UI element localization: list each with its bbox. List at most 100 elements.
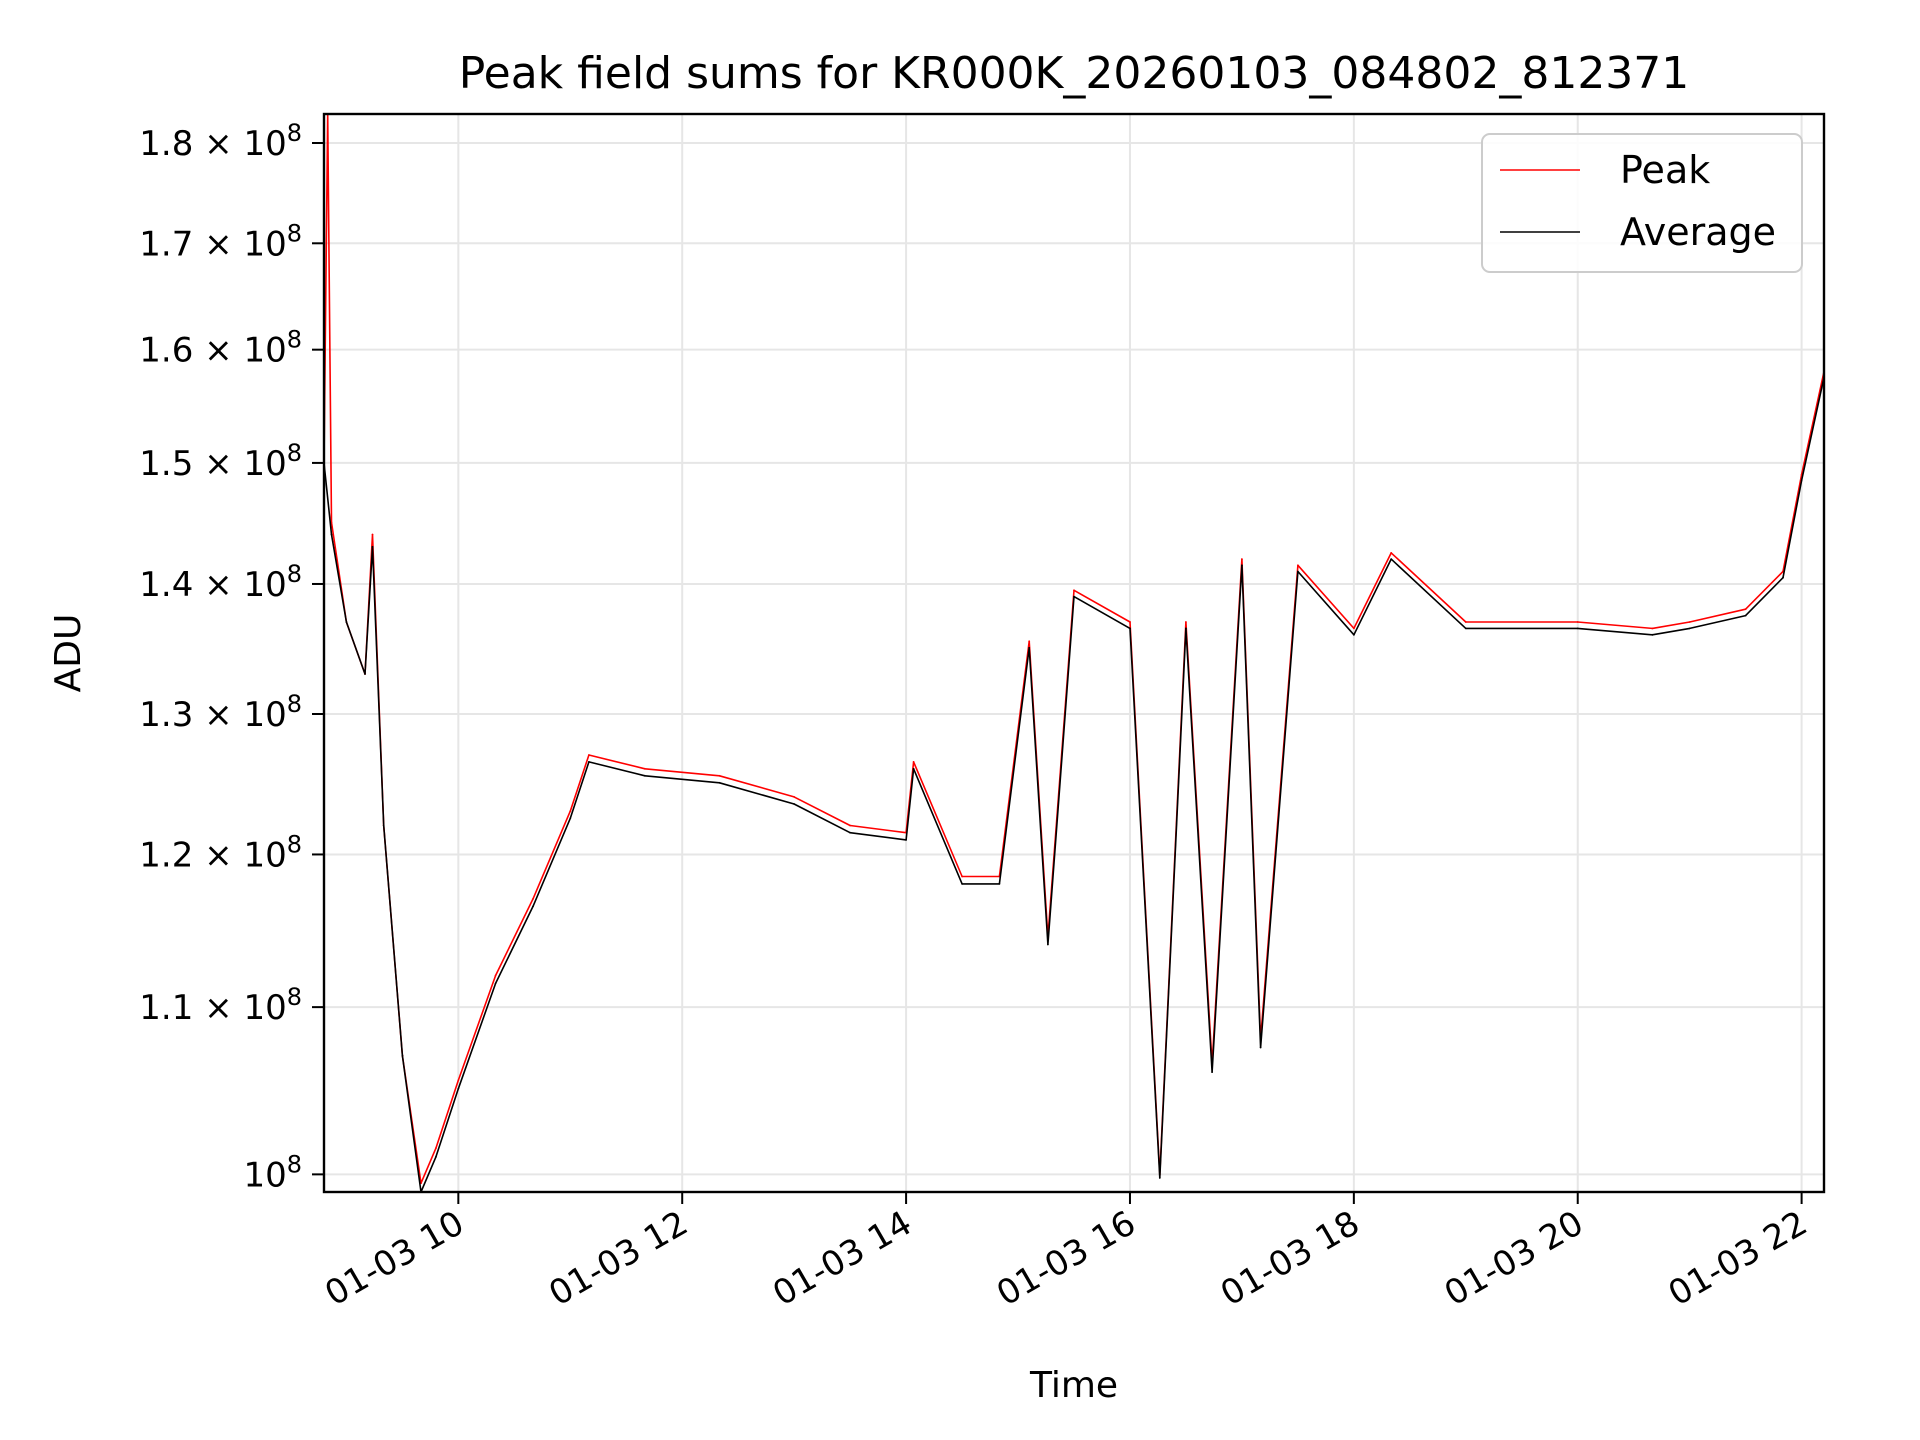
data-point-average (1576, 627, 1579, 630)
y-tick-exponent: 8 (287, 439, 302, 467)
y-tick-label: 1.7 × 108 (139, 219, 302, 264)
y-tick-base: 10 (243, 695, 286, 735)
data-point-peak (1464, 621, 1467, 623)
data-point-peak (849, 824, 851, 827)
data-point-average (1800, 479, 1803, 482)
data-point-average (345, 621, 348, 623)
y-tick-mantissa: 1.3 (139, 695, 193, 735)
data-point-peak (793, 796, 795, 798)
y-tick-mantissa: 1.8 (139, 124, 193, 164)
data-point-peak (1744, 608, 1747, 611)
data-point-average (330, 533, 333, 536)
data-point-peak (912, 761, 915, 763)
data-point-peak (569, 810, 572, 812)
data-point-average (905, 839, 907, 841)
data-point-peak (1576, 621, 1579, 623)
y-tick-mantissa: 1.5 (139, 444, 193, 484)
y-tick-exponent: 8 (287, 1150, 302, 1178)
data-point-average (457, 1087, 460, 1090)
y-tick-mantissa: 1.6 (139, 331, 193, 371)
data-point-average (364, 673, 366, 675)
data-point-peak (718, 774, 721, 777)
data-point-average (532, 905, 534, 908)
y-tick-exponent: 8 (287, 690, 302, 718)
y-tick-mantissa: 1.2 (139, 835, 193, 875)
data-point-average (1129, 627, 1131, 630)
series-line-average (324, 377, 1824, 1192)
data-point-average (1651, 633, 1654, 636)
data-point-average (588, 761, 590, 763)
y-tick-label: 108 (243, 1150, 302, 1195)
y-tick-base: 10 (243, 1155, 286, 1195)
legend-label-average: Average (1620, 210, 1776, 254)
y-tick-times: × (193, 224, 243, 264)
y-tick-exponent: 8 (287, 119, 302, 147)
data-point-average (569, 817, 572, 820)
y-tick-label: 1.4 × 108 (139, 560, 302, 605)
data-point-peak (435, 1147, 437, 1150)
data-point-peak (644, 767, 646, 770)
data-point-peak (1688, 621, 1691, 623)
data-point-average (1353, 633, 1355, 636)
series-lines (324, 114, 1824, 1192)
y-tick-base: 10 (243, 124, 286, 164)
x-axis-label: Time (1029, 1365, 1118, 1406)
data-point-peak (1073, 589, 1075, 592)
y-tick-base: 10 (243, 331, 286, 371)
y-tick-exponent: 8 (287, 830, 302, 858)
data-point-peak (1353, 627, 1355, 630)
data-point-average (1241, 564, 1243, 567)
data-point-average (793, 803, 795, 805)
data-point-average (1185, 627, 1187, 630)
data-point-average (1464, 627, 1467, 630)
data-point-peak (1028, 640, 1031, 643)
plot-frame (322, 112, 1826, 1194)
data-point-average (644, 774, 646, 777)
legend-box (1481, 133, 1803, 273)
data-point-peak (961, 875, 963, 878)
data-point-peak (1297, 564, 1299, 567)
data-point-average (494, 982, 497, 985)
data-point-average (1259, 1046, 1262, 1049)
data-point-average (718, 781, 721, 784)
data-point-average (1028, 646, 1031, 649)
y-tick-base: 10 (243, 565, 286, 605)
y-tick-times: × (193, 835, 243, 875)
data-point-average (849, 831, 851, 834)
y-tick-times: × (193, 331, 243, 371)
data-point-peak (457, 1079, 460, 1082)
y-tick-label: 1.2 × 108 (139, 830, 302, 875)
legend-label-peak: Peak (1620, 148, 1710, 192)
y-axis-label: ADU (48, 614, 89, 693)
y-tick-times: × (193, 695, 243, 735)
data-point-average (1211, 1071, 1213, 1073)
data-point-average (401, 1054, 404, 1057)
y-tick-mantissa: 1.4 (139, 565, 193, 605)
data-point-peak (1390, 552, 1393, 554)
data-point-peak (1651, 627, 1654, 630)
y-tick-mantissa: 1.1 (139, 988, 193, 1028)
data-point-average (998, 883, 1001, 885)
data-point-average (912, 767, 915, 770)
y-tick-exponent: 8 (287, 219, 302, 247)
y-tick-times: × (193, 565, 243, 605)
data-point-peak (494, 974, 497, 977)
y-tick-times: × (193, 988, 243, 1028)
data-point-average (1782, 576, 1784, 579)
y-tick-base: 10 (243, 224, 286, 264)
data-point-peak (1129, 621, 1131, 623)
grid (324, 114, 1824, 1192)
data-point-average (382, 824, 385, 827)
data-point-average (1158, 1177, 1161, 1179)
y-tick-label: 1.5 × 108 (139, 439, 302, 484)
y-tick-label: 1.3 × 108 (139, 690, 302, 735)
data-point-peak (1241, 558, 1243, 560)
y-tick-exponent: 8 (287, 560, 302, 588)
data-point-average (961, 883, 963, 885)
data-point-peak (371, 533, 374, 536)
y-tick-label: 1.1 × 108 (139, 983, 302, 1028)
data-point-average (1073, 595, 1075, 598)
y-tick-mantissa: 1.7 (139, 224, 193, 264)
data-point-average (1688, 627, 1691, 630)
